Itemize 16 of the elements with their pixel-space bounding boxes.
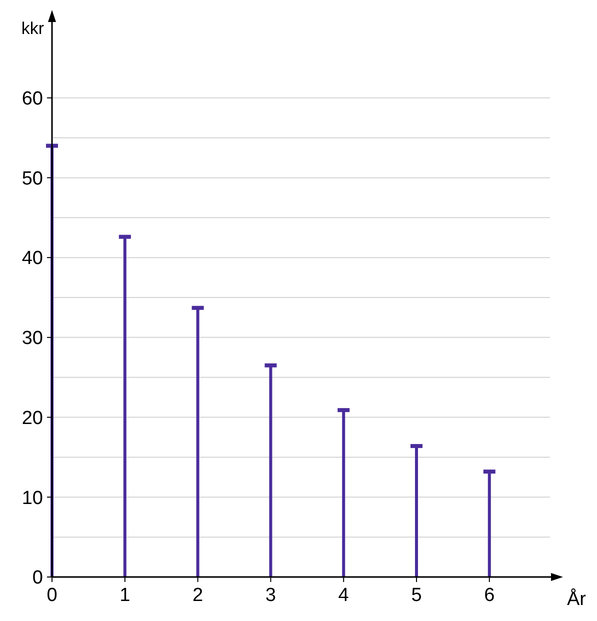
- y-tick-label: 40: [22, 248, 43, 270]
- x-tick-label: 3: [265, 585, 276, 606]
- x-tick-label: 0: [46, 585, 58, 606]
- x-tick-label: 2: [192, 585, 204, 606]
- y-tick-label: 20: [22, 408, 43, 429]
- x-tick-label: 5: [411, 585, 422, 606]
- y-axis-title: kkr: [21, 19, 44, 38]
- y-tick-label: 50: [22, 168, 43, 190]
- x-axis-title: År: [567, 588, 587, 610]
- y-tick-label: 0: [32, 568, 43, 589]
- x-tick-label: 6: [484, 585, 495, 606]
- y-tick-label: 30: [22, 328, 43, 350]
- y-tick-label: 60: [22, 88, 43, 110]
- x-tick-label: 4: [338, 585, 350, 606]
- x-tick-label: 1: [120, 585, 130, 606]
- y-tick-label: 10: [22, 488, 43, 509]
